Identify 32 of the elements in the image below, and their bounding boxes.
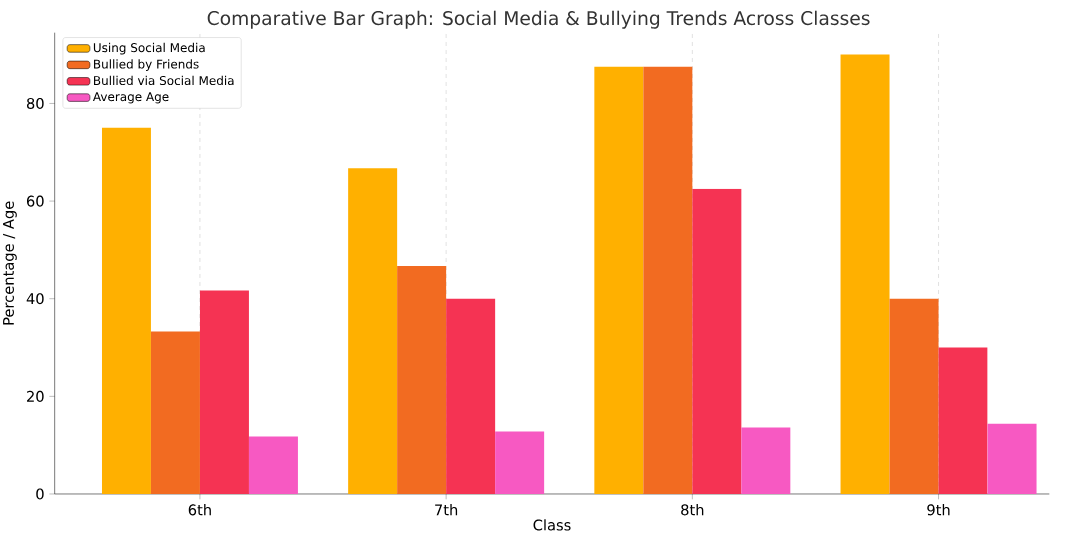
bar <box>840 54 890 494</box>
bar <box>987 423 1037 494</box>
bar <box>199 290 249 494</box>
bar <box>348 168 398 494</box>
bar <box>741 427 791 494</box>
x-tick-label: 6th <box>188 504 211 516</box>
bar <box>889 298 939 494</box>
y-tick-label: 40 <box>26 293 44 305</box>
bar <box>594 66 644 494</box>
y-axis-title: Percentage / Age <box>3 201 17 325</box>
bar <box>938 347 988 494</box>
legend-label: Average Age <box>92 92 169 104</box>
x-tick-label: 9th <box>927 504 950 516</box>
legend-label: Using Social Media <box>93 42 205 55</box>
bar <box>101 127 151 494</box>
y-tick-label: 20 <box>27 390 44 402</box>
x-axis-title: Class <box>533 519 571 531</box>
bar <box>397 266 447 494</box>
legend-label: Bullied by Friends <box>94 59 199 71</box>
x-tick-label: 7th <box>435 504 458 516</box>
y-tick-label: 60 <box>27 195 44 207</box>
bar <box>446 298 496 494</box>
y-tick-label: 80 <box>26 97 44 109</box>
chart-title: Comparative Bar Graph: Social Media & Bullying Trends Across Classes <box>207 10 870 29</box>
y-tick-label: 0 <box>36 488 44 500</box>
bar <box>643 66 693 494</box>
bar <box>692 188 742 494</box>
x-tick-label: 8th <box>681 504 704 516</box>
bar <box>248 436 298 494</box>
legend-label: Bullied via Social Media <box>94 75 234 86</box>
bar <box>495 431 545 494</box>
bar <box>150 331 200 494</box>
